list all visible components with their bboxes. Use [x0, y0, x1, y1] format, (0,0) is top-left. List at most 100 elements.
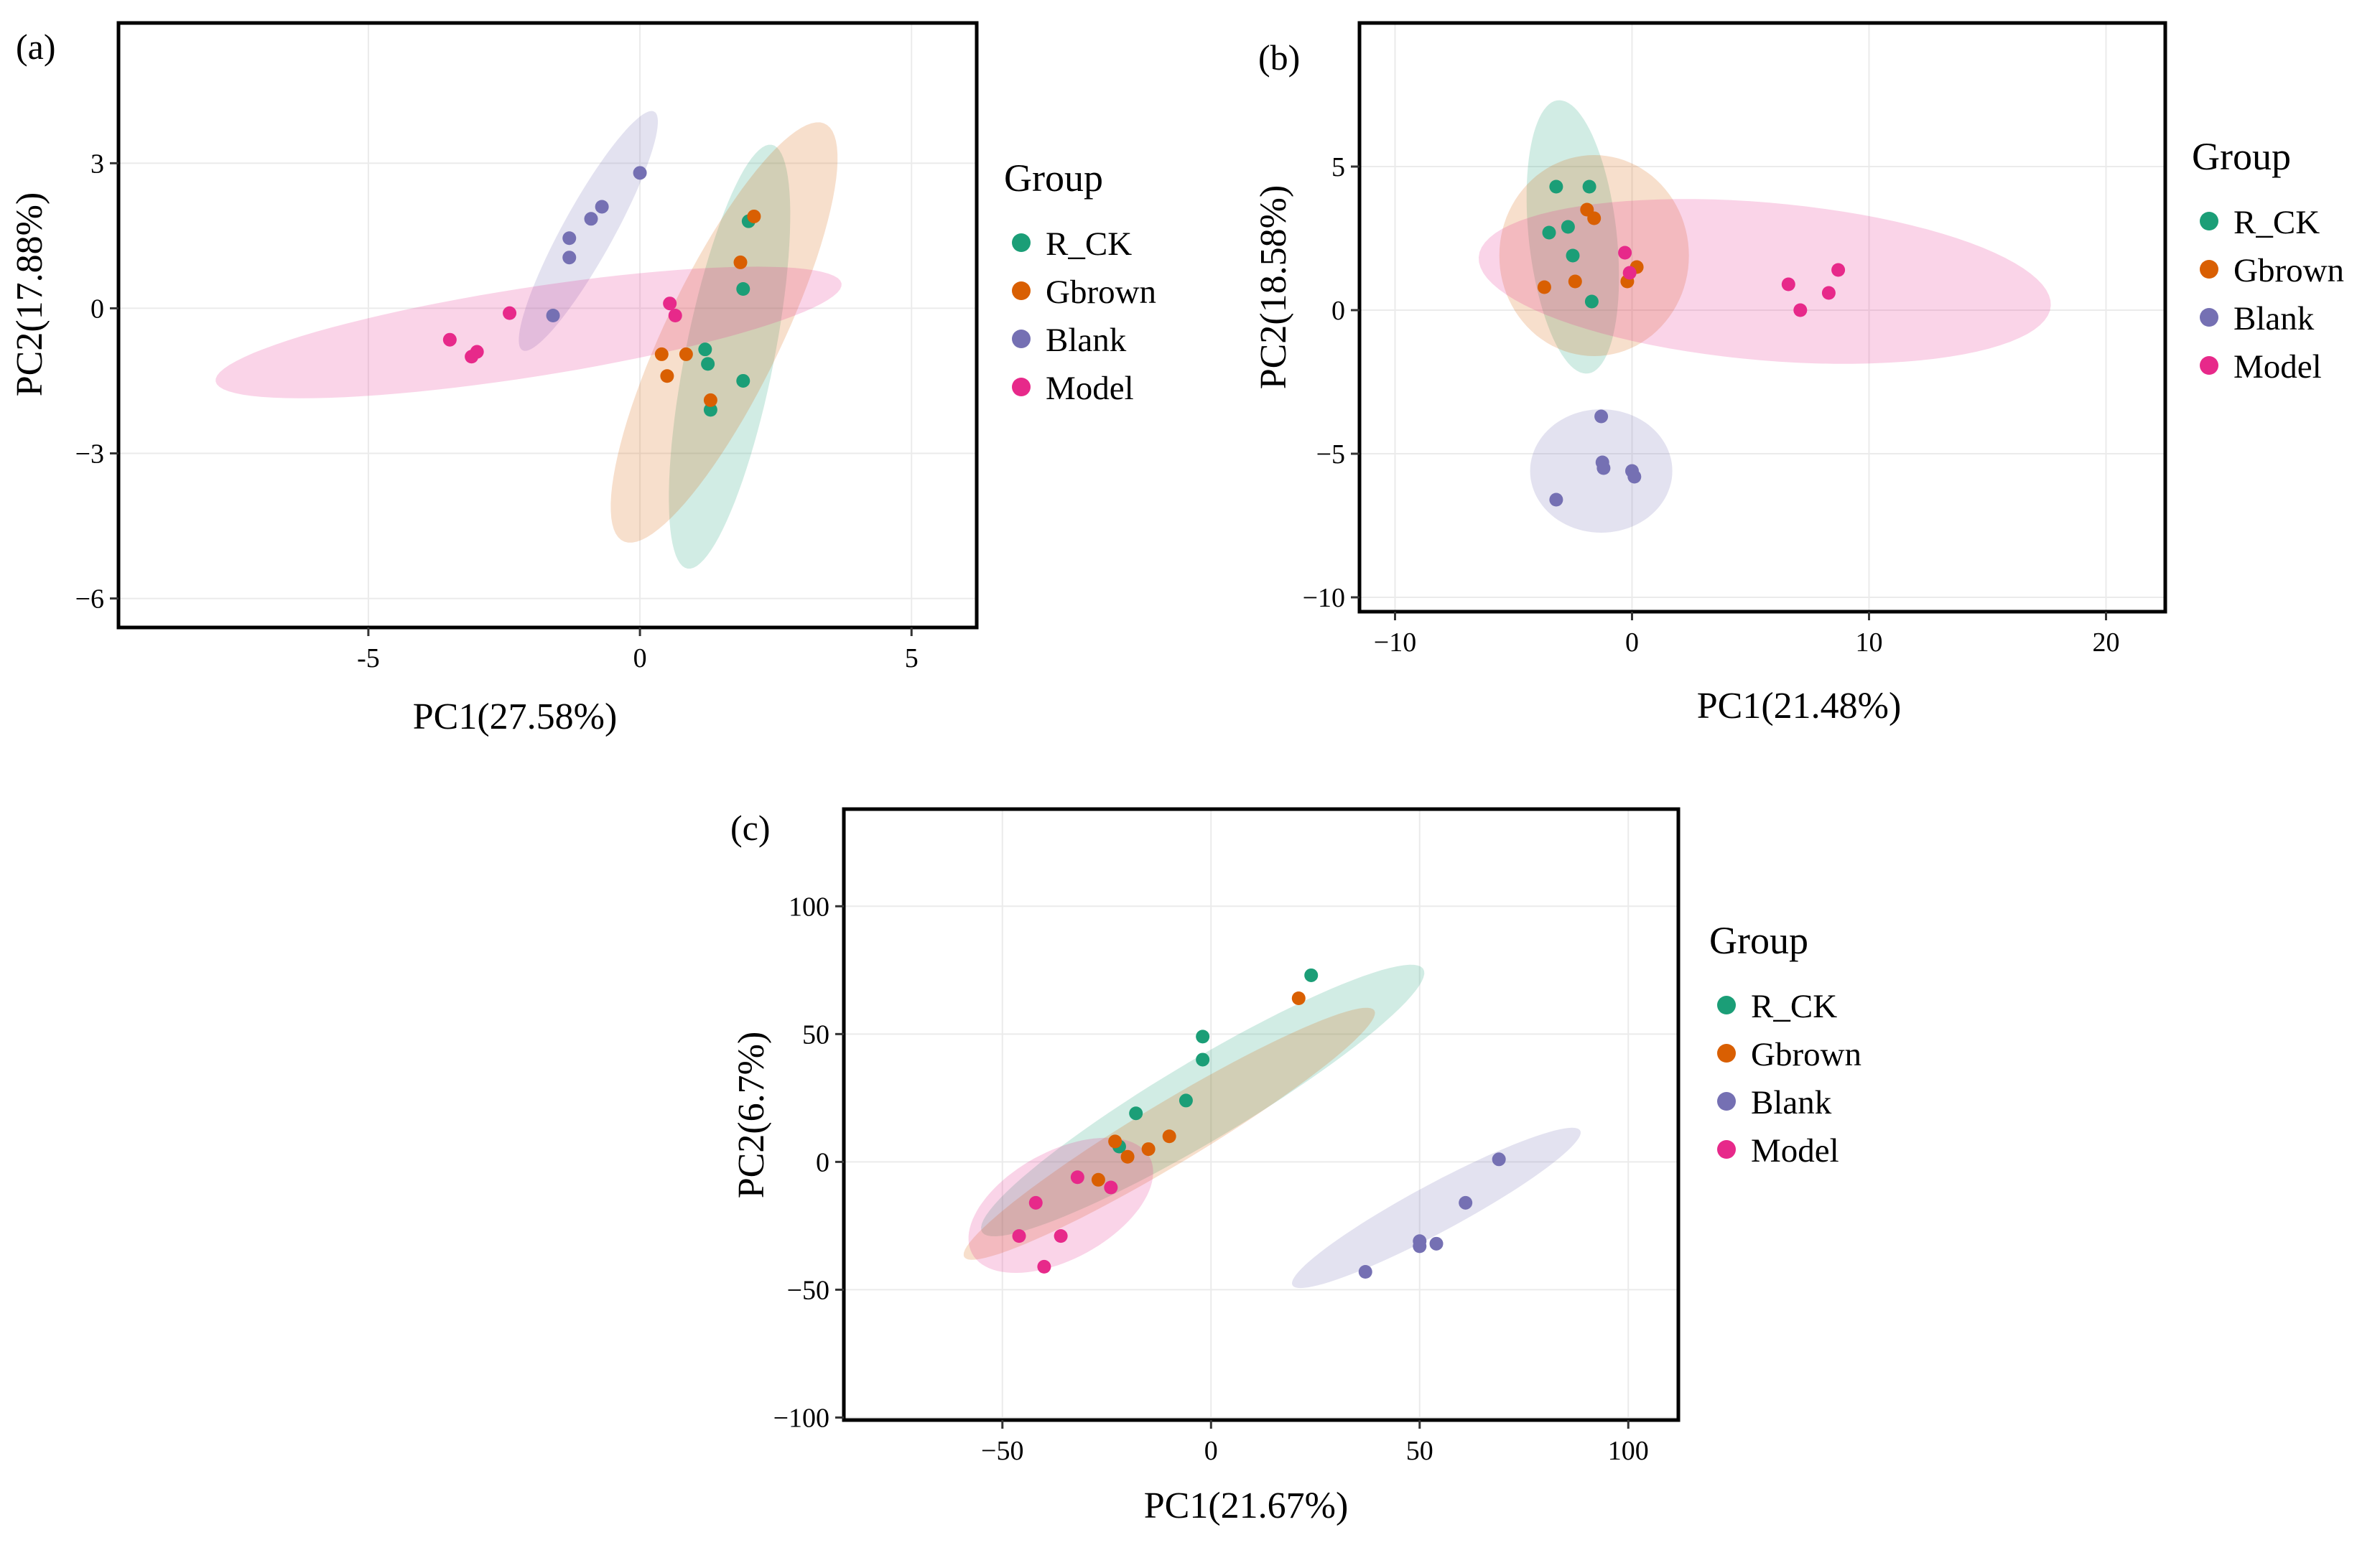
point-r-ck — [1304, 968, 1319, 982]
y-axis-label: PC2(18.58%) — [1253, 185, 1294, 390]
plot-background — [844, 809, 1678, 1420]
legend-label-blank: Blank — [1751, 1084, 1832, 1121]
x-axis-label: PC1(21.67%) — [1144, 1485, 1349, 1526]
point-gbrown — [747, 209, 761, 223]
plot-background — [118, 23, 977, 627]
legend-label-r-ck: R_CK — [1751, 988, 1837, 1025]
panel-label: (b) — [1258, 37, 1300, 78]
legend-label-r-ck: R_CK — [2233, 204, 2320, 241]
legend-marker-model — [2200, 356, 2218, 375]
legend: Group R_CK Gbrown Blank Model — [1709, 919, 1861, 1170]
point-r-ck — [1566, 248, 1580, 263]
legend: Group R_CK Gbrown Blank Model — [2192, 135, 2344, 386]
point-r-ck — [1561, 220, 1575, 234]
y-tick-label: −50 — [787, 1275, 829, 1305]
legend-label-gbrown: Gbrown — [2233, 252, 2344, 289]
point-blank — [562, 231, 577, 246]
point-model — [1793, 303, 1808, 317]
point-gbrown — [660, 369, 674, 383]
x-tick-label: 10 — [1856, 627, 1883, 658]
legend-marker-blank — [1717, 1092, 1736, 1111]
ellipse-blank — [519, 111, 659, 351]
point-gbrown — [1120, 1149, 1135, 1164]
legend-marker-blank — [2200, 308, 2218, 327]
y-tick-label: −6 — [75, 584, 104, 615]
legend-marker-gbrown — [1717, 1044, 1736, 1063]
point-model — [1028, 1195, 1043, 1210]
x-tick-label: −10 — [1374, 627, 1416, 658]
point-r-ck — [698, 342, 712, 357]
point-model — [1781, 277, 1795, 291]
plot-frame — [842, 807, 1681, 1422]
y-tick-label: −3 — [75, 439, 104, 470]
y-axis-label: PC2(17.88%) — [9, 192, 50, 397]
ellipse-model — [1479, 199, 2051, 364]
legend-label-blank: Blank — [2233, 300, 2315, 337]
point-blank — [633, 166, 647, 180]
legend-marker-gbrown — [1012, 281, 1031, 300]
point-gbrown — [1587, 211, 1602, 225]
point-blank — [1549, 493, 1563, 507]
x-tick-label: 20 — [2093, 627, 2120, 658]
point-r-ck — [1542, 225, 1556, 240]
point-blank — [1459, 1195, 1473, 1210]
point-model — [1831, 263, 1846, 277]
y-axis-label: PC2(6.7%) — [731, 1032, 772, 1199]
y-tick-label: 0 — [90, 294, 104, 324]
legend-marker-r-ck — [1012, 233, 1031, 252]
point-gbrown — [1091, 1172, 1105, 1187]
x-tick-label: 100 — [1608, 1436, 1649, 1466]
point-r-ck — [1179, 1093, 1193, 1108]
y-tick-label: 0 — [816, 1147, 829, 1177]
point-blank — [595, 200, 609, 214]
point-blank — [1429, 1236, 1444, 1251]
legend-marker-model — [1717, 1140, 1736, 1159]
point-r-ck — [736, 373, 750, 388]
legend-label-gbrown: Gbrown — [1751, 1036, 1861, 1073]
x-tick-label: −50 — [981, 1436, 1023, 1466]
y-tick-label: −5 — [1316, 439, 1345, 470]
point-blank — [546, 309, 560, 323]
ellipse-blank — [1292, 1127, 1581, 1289]
point-r-ck — [701, 357, 715, 371]
x-axis-label: PC1(21.48%) — [1697, 686, 1902, 727]
legend-marker-model — [1012, 378, 1031, 396]
legend-marker-r-ck — [2200, 212, 2218, 230]
point-blank — [1358, 1264, 1372, 1279]
ellipse-r-ck — [981, 964, 1425, 1236]
point-model — [1104, 1180, 1118, 1195]
point-gbrown — [1291, 991, 1306, 1005]
ellipse-model — [215, 266, 842, 398]
y-tick-label: 50 — [802, 1019, 829, 1050]
y-tick-label: −100 — [773, 1403, 829, 1433]
legend-label-model: Model — [1751, 1132, 1839, 1170]
point-r-ck — [1129, 1106, 1143, 1121]
legend-label-r-ck: R_CK — [1046, 225, 1132, 263]
legend-label-model: Model — [2233, 348, 2322, 386]
point-gbrown — [1568, 274, 1582, 289]
point-r-ck — [1196, 1030, 1210, 1044]
point-model — [1012, 1229, 1026, 1243]
legend-label-model: Model — [1046, 370, 1134, 407]
x-tick-label: 50 — [1406, 1436, 1433, 1466]
point-r-ck — [1582, 179, 1596, 194]
legend-marker-gbrown — [2200, 260, 2218, 279]
panel-label: (c) — [730, 808, 771, 848]
plot-background — [1359, 23, 2165, 612]
point-model — [1037, 1259, 1051, 1274]
ellipse-gbrown — [1499, 155, 1689, 356]
point-blank — [1596, 461, 1611, 475]
point-model — [442, 332, 457, 347]
point-r-ck — [736, 281, 750, 296]
point-model — [1070, 1170, 1084, 1185]
point-model — [1622, 266, 1637, 280]
x-tick-label: 0 — [1204, 1436, 1218, 1466]
point-model — [470, 345, 484, 359]
legend-label-gbrown: Gbrown — [1046, 274, 1156, 311]
y-tick-label: 3 — [90, 149, 104, 179]
point-gbrown — [679, 347, 693, 361]
point-r-ck — [1584, 294, 1599, 309]
point-gbrown — [1141, 1142, 1156, 1157]
legend-marker-blank — [1012, 330, 1031, 348]
